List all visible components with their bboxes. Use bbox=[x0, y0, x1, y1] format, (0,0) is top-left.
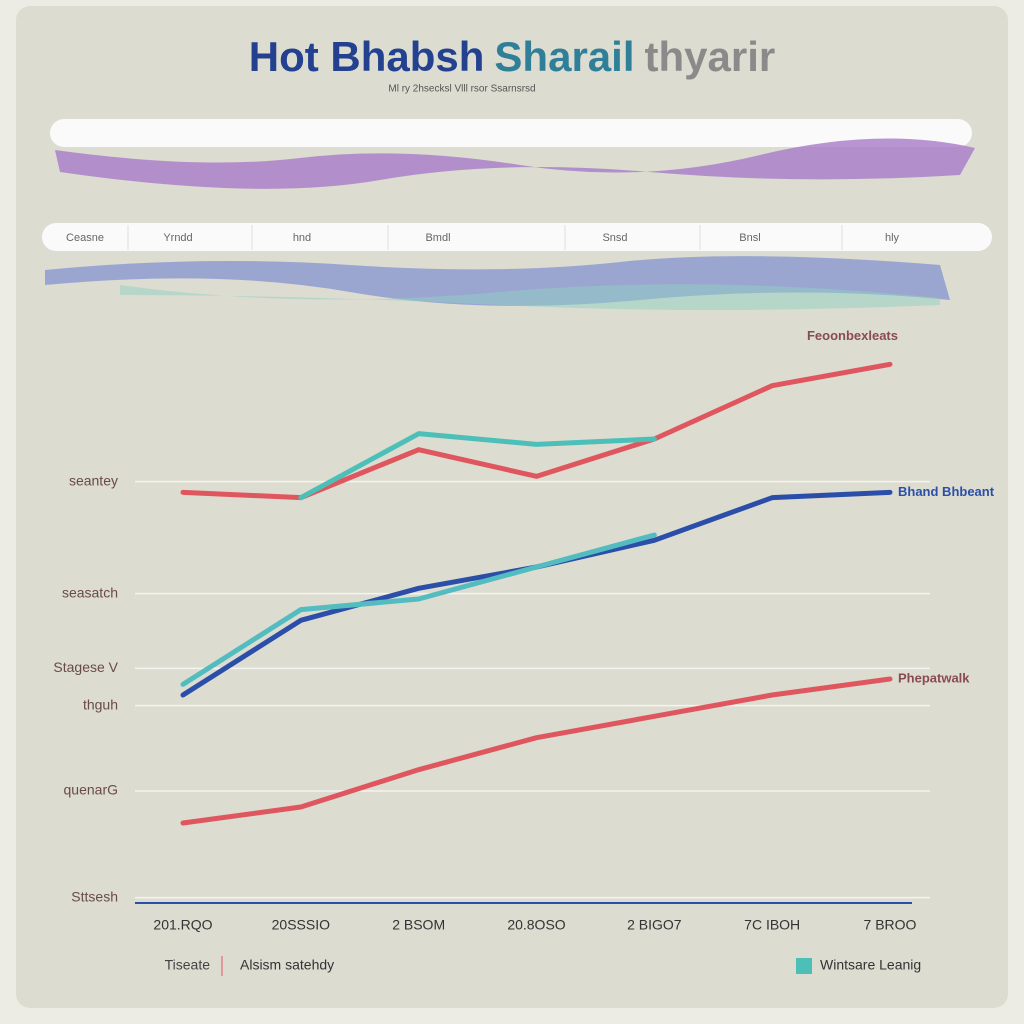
subtitle: Ml ry 2hsecksl Vlll rsor Ssarnsrsd bbox=[388, 84, 535, 95]
header-column: Bnsl bbox=[739, 232, 760, 244]
series-label: Phepatwalk bbox=[898, 670, 970, 685]
x-tick-label: 7 BROO bbox=[864, 917, 917, 933]
series-line bbox=[180, 676, 893, 826]
chart-title: Hot Bhabsh Sharail thyarir bbox=[249, 33, 775, 80]
x-tick-label: 201.RQO bbox=[153, 917, 212, 933]
header-column: hly bbox=[885, 232, 900, 244]
x-tick-label: 20SSSIO bbox=[272, 917, 330, 933]
header-bar bbox=[42, 223, 992, 251]
x-tick-label: 7C IBOH bbox=[744, 917, 800, 933]
header-column: Bmdl bbox=[425, 232, 450, 244]
y-tick-label: thguh bbox=[83, 696, 118, 712]
header-column: Ceasne bbox=[66, 232, 104, 244]
series-line bbox=[298, 431, 657, 501]
series-label: Feoonbexleats bbox=[807, 328, 898, 343]
header-column: hnd bbox=[293, 232, 311, 244]
x-tick-label: 2 BIGO7 bbox=[627, 917, 682, 933]
legend-swatch bbox=[796, 958, 812, 974]
header-column: Yrndd bbox=[163, 232, 192, 244]
header-bar bbox=[50, 119, 972, 147]
wave-band bbox=[55, 138, 975, 189]
legend-label: Alsism satehdy bbox=[240, 957, 334, 973]
y-tick-label: Stagese V bbox=[53, 659, 118, 675]
legend-label: Wintsare Leanig bbox=[820, 957, 921, 973]
y-tick-label: seasatch bbox=[62, 584, 118, 600]
title-part: Sharail bbox=[494, 33, 634, 80]
y-tick-label: seantey bbox=[69, 472, 118, 488]
x-tick-label: 2 BSOM bbox=[392, 917, 445, 933]
y-tick-label: Sttsesh bbox=[71, 888, 118, 904]
y-tick-label: quenarG bbox=[64, 782, 118, 798]
series-label: Bhand Bhbeant bbox=[898, 484, 995, 499]
x-tick-label: 20.8OSO bbox=[507, 917, 565, 933]
legend-title: Tiseate bbox=[165, 957, 211, 973]
title-part: thyarir bbox=[645, 33, 776, 80]
title-part: Hot Bhabsh bbox=[249, 33, 485, 80]
wave-band bbox=[120, 284, 940, 310]
header-column: Snsd bbox=[602, 232, 627, 244]
series-line bbox=[180, 532, 657, 687]
